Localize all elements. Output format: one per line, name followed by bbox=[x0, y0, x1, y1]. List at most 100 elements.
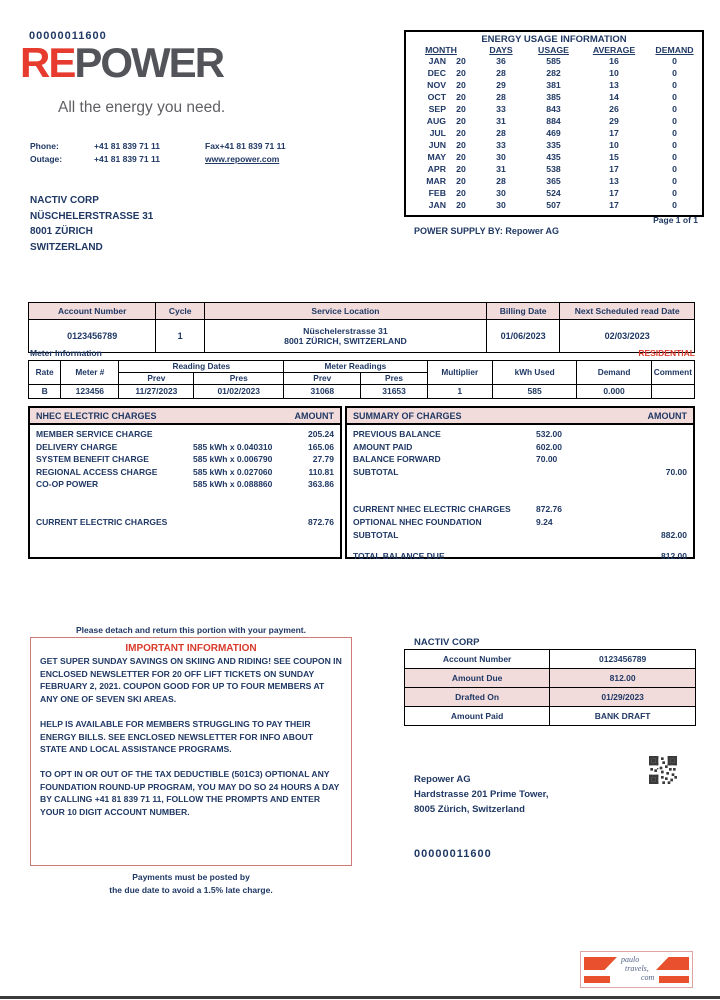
payment-note-line1: Payments must be posted by bbox=[132, 872, 250, 882]
outage-value: +41 81 839 71 11 bbox=[94, 154, 160, 164]
account-summary-table: Account Number Cycle Service Location Bi… bbox=[27, 302, 695, 353]
watermark-shape-bottom-right bbox=[659, 976, 689, 983]
customer-name: NACTIV CORP bbox=[30, 195, 99, 206]
energy-usage-row: JUN 20 33 335 10 0 bbox=[428, 140, 677, 150]
summary-row: OPTIONAL NHEC FOUNDATION 9.24 bbox=[353, 516, 553, 527]
watermark-text-line1: paulo bbox=[621, 955, 640, 964]
col-days: DAYS bbox=[489, 45, 513, 55]
kwh-used-header: kWh Used bbox=[491, 360, 578, 385]
meter-number-header: Meter # bbox=[60, 360, 120, 385]
meter-reading-pres-value: 31653 bbox=[360, 384, 428, 399]
summary-row: SUBTOTAL 882.00 bbox=[353, 529, 687, 540]
reading-dates-prev-header: Prev bbox=[118, 372, 195, 385]
outage-label: Outage: bbox=[30, 154, 63, 164]
document-number-top: 00000011600 bbox=[29, 30, 107, 42]
remit-row-account: Account Number 0123456789 bbox=[403, 649, 696, 669]
meter-information-label: Meter Information bbox=[30, 348, 102, 358]
meter-information-table: Rate Meter # Reading Dates Meter Reading… bbox=[27, 360, 696, 399]
energy-usage-row: AUG 20 31 884 29 0 bbox=[426, 116, 677, 126]
meter-header-row-1: Rate Meter # Reading Dates Meter Reading… bbox=[27, 360, 696, 385]
energy-usage-header-row: MONTH DAYS USAGE AVERAGE DEMAND bbox=[406, 45, 702, 55]
account-summary-header-row: Account Number Cycle Service Location Bi… bbox=[27, 302, 695, 320]
customer-address-line1: NÜSCHELERSTRASSE 31 bbox=[30, 210, 154, 222]
billing-date-header: Billing Date bbox=[485, 302, 561, 320]
energy-usage-row: APR 20 31 538 17 0 bbox=[427, 164, 677, 174]
col-month: MONTH bbox=[425, 45, 457, 55]
spacer bbox=[353, 478, 687, 503]
customer-address-block: NACTIV CORP NÜSCHELERSTRASSE 31 8001 ZÜR… bbox=[30, 193, 153, 255]
charge-row: REGIONAL ACCESS CHARGE 585 kWh x 0.027060… bbox=[36, 466, 334, 477]
watermark-text-line3: com bbox=[641, 973, 655, 982]
document-number-bottom: 00000011600 bbox=[414, 848, 492, 860]
payment-note: Payments must be posted by the due date … bbox=[30, 871, 352, 897]
page-indicator: Page 1 of 1 bbox=[653, 215, 698, 225]
watermark-shape-top-left bbox=[584, 957, 617, 970]
reading-dates-pres-header: Pres bbox=[193, 372, 285, 385]
remit-company-name: Repower AG bbox=[414, 774, 471, 785]
energy-usage-row: NOV 20 29 381 13 0 bbox=[427, 80, 677, 90]
contact-block: Phone: +41 81 839 71 11 Outage: +41 81 839… bbox=[30, 140, 160, 166]
residential-badge: RESIDENTIAL bbox=[638, 348, 695, 358]
energy-usage-row: OCT 20 28 385 14 0 bbox=[427, 92, 677, 102]
remit-row-amount-paid: Amount Paid BANK DRAFT bbox=[403, 706, 696, 726]
repower-logo: REPOWER bbox=[20, 39, 225, 86]
electric-charges-box: NHEC ELECTRIC CHARGES AMOUNT MEMBER SERV… bbox=[28, 406, 342, 559]
rate-value: B bbox=[27, 384, 62, 399]
summary-charges-amount-header: AMOUNT bbox=[647, 410, 688, 421]
energy-usage-row: SEP 20 33 843 26 0 bbox=[428, 104, 677, 114]
charge-row: MEMBER SERVICE CHARGE 205.24 bbox=[36, 429, 334, 439]
electric-charges-header: NHEC ELECTRIC CHARGES AMOUNT bbox=[30, 408, 340, 425]
remit-row-drafted-on: Drafted On 01/29/2023 bbox=[403, 687, 696, 707]
summary-total-row: TOTAL BALANCE DUE 812.00 bbox=[353, 551, 687, 562]
multiplier-header: Multiplier bbox=[426, 360, 493, 385]
rate-header: Rate bbox=[27, 360, 62, 385]
logo-power-text: POWER bbox=[74, 39, 225, 86]
qr-code bbox=[649, 756, 677, 784]
important-information-box: IMPORTANT INFORMATION GET SUPER SUNDAY S… bbox=[30, 637, 352, 866]
phone-label: Phone: bbox=[30, 141, 59, 151]
remit-customer-name: NACTIV CORP bbox=[414, 637, 480, 648]
customer-address-line3: SWITZERLAND bbox=[30, 241, 103, 253]
multiplier-value: 1 bbox=[426, 384, 493, 399]
important-paragraph-1: GET SUPER SUNDAY SAVINGS ON SKIING AND R… bbox=[40, 656, 342, 705]
spacer bbox=[353, 541, 687, 550]
service-location-line1: Nüschelerstrasse 31 bbox=[303, 326, 388, 336]
remit-company-address1: Hardstrasse 201 Prime Tower, bbox=[414, 789, 549, 800]
demand-value: 0.000 bbox=[576, 384, 652, 399]
remit-table: Account Number 0123456789 Amount Due 812.0… bbox=[403, 649, 696, 726]
reading-date-pres-value: 01/02/2023 bbox=[193, 384, 285, 399]
reading-date-prev-value: 11/27/2023 bbox=[118, 384, 195, 399]
fax-value: Fax+41 81 839 71 11 bbox=[205, 141, 286, 151]
summary-charges-title: SUMMARY OF CHARGES bbox=[353, 410, 462, 421]
customer-address-line2: 8001 ZÜRICH bbox=[30, 226, 93, 237]
next-read-date-value: 02/03/2023 bbox=[559, 319, 695, 353]
demand-header: Demand bbox=[576, 360, 652, 385]
important-information-title: IMPORTANT INFORMATION bbox=[125, 643, 257, 654]
website-link[interactable]: www.repower.com bbox=[205, 154, 280, 164]
energy-usage-table: MONTH DAYS USAGE AVERAGE DEMAND JAN 20 36 5… bbox=[406, 45, 702, 211]
energy-usage-title: ENERGY USAGE INFORMATION bbox=[481, 34, 627, 45]
charge-row: SYSTEM BENEFIT CHARGE 585 kWh x 0.006790 2… bbox=[36, 454, 334, 465]
col-usage: USAGE bbox=[538, 45, 569, 55]
summary-charges-body: PREVIOUS BALANCE 532.00 AMOUNT PAID 602.00… bbox=[347, 425, 693, 563]
payment-note-line2: the due date to avoid a 1.5% late charge… bbox=[109, 885, 273, 895]
energy-usage-row: MAY 20 30 435 15 0 bbox=[427, 152, 677, 162]
summary-row: AMOUNT PAID 602.00 bbox=[353, 441, 562, 452]
energy-usage-row: DEC 20 28 282 10 0 bbox=[427, 68, 677, 78]
service-location-header: Service Location bbox=[204, 302, 487, 320]
account-number-value: 0123456789 bbox=[27, 319, 157, 353]
meter-reading-prev-value: 31068 bbox=[283, 384, 362, 399]
summary-row: PREVIOUS BALANCE 532.00 bbox=[353, 429, 562, 439]
kwh-used-value: 585 bbox=[491, 384, 578, 399]
energy-usage-row: JUL 20 28 469 17 0 bbox=[429, 128, 677, 138]
meter-readings-header: Meter Readings bbox=[283, 360, 428, 373]
service-location-value: Nüschelerstrasse 31 8001 ZÜRICH, SWITZER… bbox=[204, 319, 487, 353]
remit-company-address2: 8005 Zürich, Switzerland bbox=[414, 804, 525, 815]
energy-usage-row: FEB 20 30 524 17 0 bbox=[428, 188, 677, 198]
col-average: AVERAGE bbox=[592, 45, 636, 55]
col-demand: DEMAND bbox=[655, 45, 694, 55]
meter-data-row: B 123456 11/27/2023 01/02/2023 31068 316… bbox=[27, 384, 696, 399]
energy-usage-box: ENERGY USAGE INFORMATION MONTH DAYS USAG… bbox=[404, 30, 704, 217]
charge-row: CO-OP POWER 585 kWh x 0.088860 363.86 bbox=[36, 479, 334, 490]
